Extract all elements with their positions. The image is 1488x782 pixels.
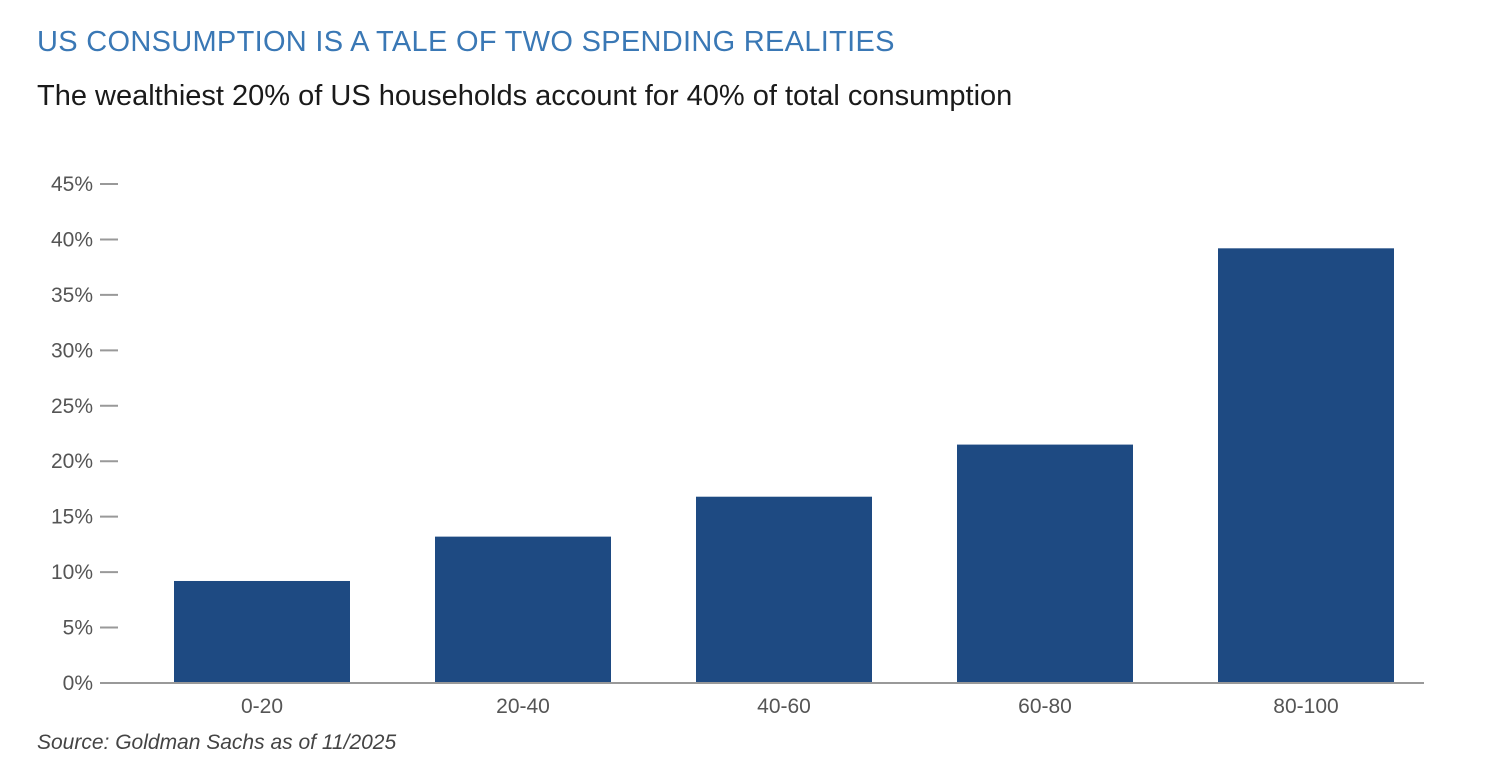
y-tick-label: 30% — [51, 339, 93, 362]
y-tick-label: 0% — [63, 672, 93, 695]
x-axis: 0-20 20-40 40-60 60-80 80-100 — [241, 695, 1339, 718]
y-tick-label: 5% — [63, 617, 93, 640]
source-note: Source: Goldman Sachs as of 11/2025 — [37, 731, 397, 754]
bar-20-40 — [435, 536, 611, 683]
chart-title: US CONSUMPTION IS A TALE OF TWO SPENDING… — [37, 26, 895, 58]
y-tick-label: 15% — [51, 506, 93, 529]
x-tick-label: 20-40 — [496, 695, 550, 718]
x-tick-label: 60-80 — [1018, 695, 1072, 718]
chart-subtitle: The wealthiest 20% of US households acco… — [37, 80, 1013, 112]
y-tick-label: 45% — [51, 173, 93, 196]
y-tick-label: 35% — [51, 284, 93, 307]
y-tick-label: 25% — [51, 395, 93, 418]
bar-40-60 — [696, 496, 872, 683]
x-tick-label: 80-100 — [1273, 695, 1338, 718]
bar-80-100 — [1218, 248, 1394, 683]
bar-60-80 — [957, 444, 1133, 683]
bars — [174, 248, 1394, 683]
y-axis: 0% 5% 10% 15% 20% 25% 30% 35% 40% 45% — [51, 173, 118, 695]
bar-0-20 — [174, 580, 350, 683]
y-tick-label: 40% — [51, 228, 93, 251]
y-tick-label: 10% — [51, 561, 93, 584]
x-tick-label: 0-20 — [241, 695, 283, 718]
x-tick-label: 40-60 — [757, 695, 811, 718]
y-tick-label: 20% — [51, 450, 93, 473]
